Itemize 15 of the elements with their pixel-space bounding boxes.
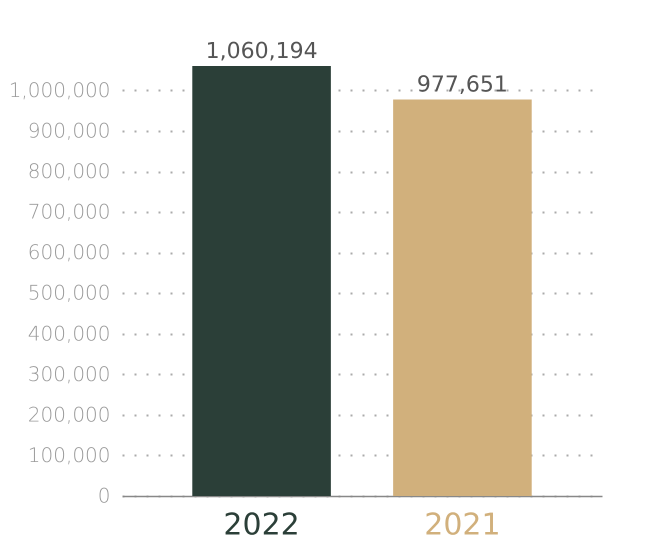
y-tick-label: 300,000 <box>28 362 110 386</box>
y-tick-label: 700,000 <box>28 200 110 224</box>
y-tick-label: 0 <box>98 484 110 508</box>
x-tick-label: 2022 <box>223 508 300 536</box>
y-tick-label: 800,000 <box>28 159 110 184</box>
y-tick-label: 100,000 <box>28 442 110 467</box>
data-label: 1,060,194 <box>206 39 318 64</box>
y-tick-label: 1,000,000 <box>8 78 110 102</box>
data-label: 977,651 <box>416 72 508 98</box>
y-tick-label: 400,000 <box>28 321 110 346</box>
y-tick-label: 900,000 <box>28 118 110 142</box>
y-tick-label: 500,000 <box>28 280 110 305</box>
x-tick-label: 2021 <box>424 508 501 536</box>
y-tick-label: 600,000 <box>28 240 110 264</box>
y-tick-label: 200,000 <box>28 402 110 426</box>
